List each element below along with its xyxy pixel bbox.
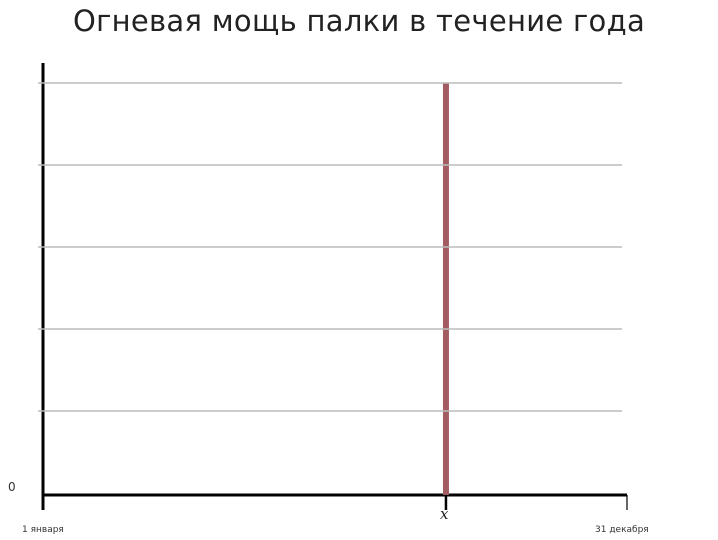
x-tick-label-end: 31 декабря: [595, 525, 649, 535]
x-tick-label-x: x: [440, 505, 449, 523]
chart-title: Огневая мощь палки в течение года: [72, 4, 646, 38]
x-tick-label-start: 1 января: [22, 525, 64, 535]
y-tick-label-0: 0: [8, 480, 16, 494]
bar: [442, 83, 449, 495]
